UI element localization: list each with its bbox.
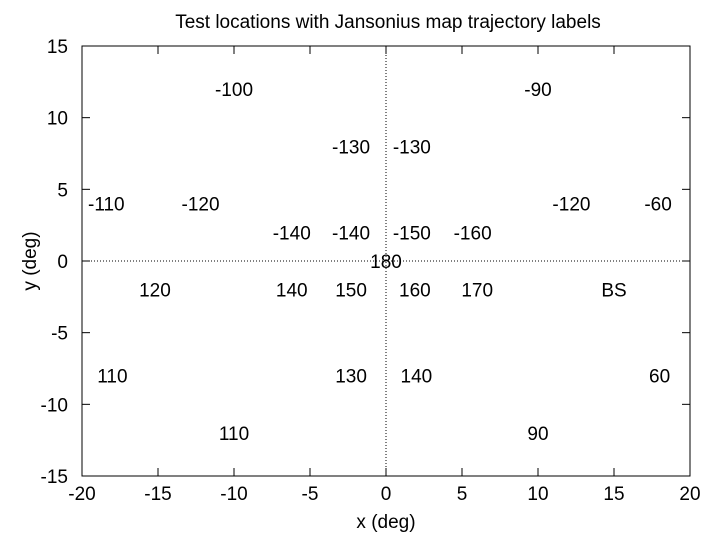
x-tick-label: 10 [527, 484, 548, 505]
x-tick-label: 0 [381, 484, 392, 505]
x-axis-label: x (deg) [356, 512, 415, 533]
x-tick-label: -20 [68, 484, 95, 505]
point-label: -130 [393, 137, 431, 158]
point-label: 140 [401, 367, 433, 388]
y-tick-label: 5 [57, 180, 68, 201]
point-label: 120 [139, 281, 171, 302]
x-tick-label: 20 [679, 484, 700, 505]
point-label: 130 [335, 367, 367, 388]
point-label: -140 [273, 223, 311, 244]
point-label: 60 [649, 367, 670, 388]
data-points: -100 -90 -130 -130 -110 -120 -120 -60 -140 -140 -1… [88, 80, 672, 445]
point-label: -160 [454, 223, 492, 244]
y-tick-label: -5 [51, 324, 68, 345]
point-label: -150 [393, 223, 431, 244]
point-label: BS [601, 281, 626, 302]
point-label: -60 [644, 195, 671, 216]
point-label: -110 [88, 195, 125, 216]
point-label: -130 [332, 137, 370, 158]
y-axis-label: y (deg) [20, 231, 41, 290]
chart-title: Test locations with Jansonius map trajec… [175, 12, 601, 33]
point-label: -90 [524, 80, 551, 101]
y-tick-label: 10 [47, 109, 68, 130]
point-label: 170 [461, 281, 493, 302]
point-label: 110 [219, 424, 249, 445]
x-tick-label: -5 [302, 484, 319, 505]
point-label: 180 [370, 252, 402, 273]
y-tick-label: 0 [57, 252, 68, 273]
point-label: 110 [97, 367, 127, 388]
point-label: -120 [552, 195, 590, 216]
x-tick-label: 5 [457, 484, 468, 505]
x-tick-label: 15 [603, 484, 624, 505]
point-label: 150 [335, 281, 367, 302]
point-label: 160 [399, 281, 431, 302]
y-tick-label: -10 [41, 395, 68, 416]
point-label: 90 [527, 424, 548, 445]
point-label: -100 [215, 80, 253, 101]
point-label: 140 [276, 281, 308, 302]
point-label: -140 [332, 223, 370, 244]
x-tick-label: -15 [144, 484, 171, 505]
x-tick-label: -10 [220, 484, 247, 505]
y-tick-label: 15 [47, 37, 68, 58]
y-tick-label: -15 [41, 467, 68, 488]
point-label: -120 [182, 195, 220, 216]
